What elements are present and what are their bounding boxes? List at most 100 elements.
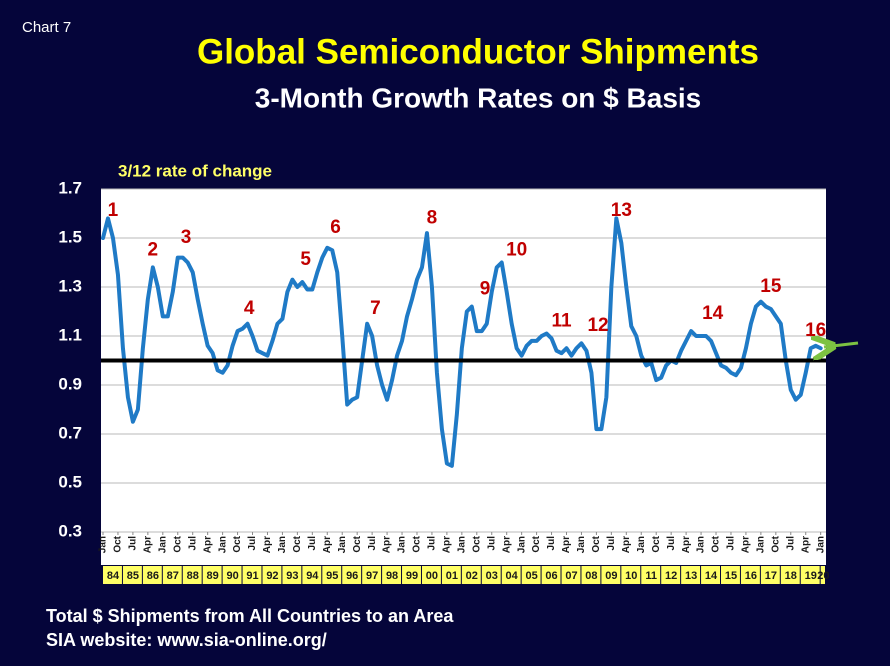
- x-tick-label: Oct: [770, 535, 781, 552]
- year-label: 15: [725, 570, 737, 582]
- year-cell: [282, 566, 302, 584]
- arrow: [824, 343, 859, 347]
- annotation: 8: [427, 207, 438, 228]
- year-cell: [681, 566, 701, 584]
- y-tick-label: 1.7: [58, 178, 82, 197]
- year-label: 02: [466, 570, 478, 582]
- year-cell: [740, 566, 760, 584]
- plot-area: [101, 189, 826, 565]
- year-cell: [760, 566, 780, 584]
- year-cell: [501, 566, 521, 584]
- year-cell: [322, 566, 342, 584]
- year-cell: [142, 566, 162, 584]
- annotation: 1: [108, 200, 119, 221]
- x-tick-label: Apr: [142, 536, 153, 553]
- year-cell: [222, 566, 242, 584]
- y-tick-label: 0.5: [58, 472, 82, 491]
- year-label: 16: [745, 570, 757, 582]
- year-label: 85: [127, 570, 139, 582]
- year-label: 13: [685, 570, 697, 582]
- x-tick-label: Jul: [726, 536, 737, 551]
- x-tick-label: Apr: [501, 536, 512, 553]
- x-tick-label: Jan: [576, 536, 587, 553]
- x-tick-label: Jul: [128, 536, 139, 551]
- x-tick-label: Oct: [113, 535, 124, 552]
- x-tick-label: Jan: [456, 536, 467, 553]
- x-tick-label: Oct: [292, 535, 303, 552]
- x-tick-label: Jan: [516, 536, 527, 553]
- year-label: 17: [765, 570, 777, 582]
- year-cell: [641, 566, 661, 584]
- annotation: 4: [244, 298, 255, 319]
- data-line: [101, 216, 823, 468]
- year-label: 03: [486, 570, 498, 582]
- x-tick-label: Jan: [756, 536, 767, 553]
- y-tick-label: 1.1: [58, 325, 82, 344]
- x-tick-label: Jul: [486, 536, 497, 551]
- chart-subtitle: 3-Month Growth Rates on $ Basis: [255, 82, 702, 113]
- year-label: 20: [817, 570, 829, 582]
- annotation: 5: [300, 249, 311, 270]
- year-cell: [382, 566, 402, 584]
- year-label: 18: [785, 570, 797, 582]
- year-cell: [800, 566, 820, 584]
- annotation: 13: [611, 200, 632, 221]
- year-label: 95: [326, 570, 338, 582]
- year-cell: [441, 566, 461, 584]
- year-cell: [661, 566, 681, 584]
- x-tick-label: Jan: [217, 536, 228, 553]
- annotation: 7: [370, 298, 381, 319]
- year-cell: [103, 566, 122, 584]
- year-label: 97: [366, 570, 378, 582]
- year-label: 84: [107, 570, 120, 582]
- annotation: 14: [702, 303, 724, 324]
- year-label: 90: [226, 570, 238, 582]
- year-cell: [362, 566, 382, 584]
- footer-line: Total $ Shipments from All Countries to …: [46, 606, 454, 626]
- x-tick-label: Apr: [442, 536, 453, 553]
- x-tick-label: Jan: [397, 536, 408, 553]
- year-cell: [302, 566, 322, 584]
- year-label: 19: [805, 570, 817, 582]
- year-cell: [461, 566, 481, 584]
- x-tick-label: Jul: [307, 536, 318, 551]
- y-tick-label: 1.5: [58, 227, 82, 246]
- year-cell: [721, 566, 740, 584]
- x-tick-label: Apr: [741, 536, 752, 553]
- x-tick-label: Oct: [591, 535, 602, 552]
- x-tick-label: Oct: [711, 535, 722, 552]
- annotation: 10: [506, 239, 527, 260]
- year-cell: [820, 566, 825, 584]
- x-tick-label: Apr: [262, 536, 273, 553]
- x-tick-label: Oct: [471, 535, 482, 552]
- x-tick-label: Jan: [636, 536, 647, 553]
- year-label: 89: [207, 570, 219, 582]
- footer-line: SIA website: www.sia-online.org/: [46, 630, 327, 650]
- year-label: 04: [506, 570, 519, 582]
- year-cell: [162, 566, 182, 584]
- year-label: 14: [705, 570, 718, 582]
- year-label: 00: [426, 570, 438, 582]
- x-tick-label: Jul: [666, 536, 677, 551]
- year-cell: [122, 566, 142, 584]
- y-tick-label: 1.3: [58, 276, 82, 295]
- x-tick-label: Oct: [531, 535, 542, 552]
- x-tick-label: Jul: [367, 536, 378, 551]
- year-label: 93: [286, 570, 298, 582]
- year-label: 99: [406, 570, 418, 582]
- x-tick-label: Jan: [157, 536, 168, 553]
- year-label: 09: [605, 570, 617, 582]
- year-cell: [521, 566, 541, 584]
- x-tick-label: Jul: [606, 536, 617, 551]
- year-label: 06: [545, 570, 557, 582]
- annotation: 3: [181, 227, 192, 248]
- year-label: 07: [565, 570, 577, 582]
- chart-label: Chart 7: [22, 19, 71, 36]
- x-tick-label: Oct: [232, 535, 243, 552]
- x-tick-label: Jul: [546, 536, 557, 551]
- y-tick-label: 0.3: [58, 521, 82, 540]
- year-label: 86: [147, 570, 159, 582]
- x-tick-label: Apr: [202, 536, 213, 553]
